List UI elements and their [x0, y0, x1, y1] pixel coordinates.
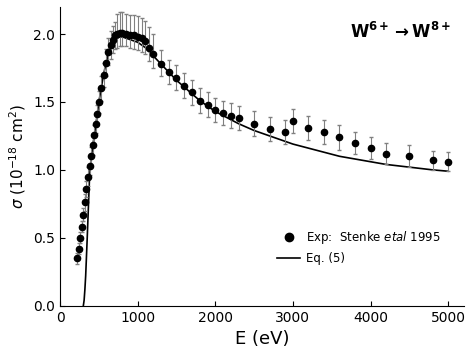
Legend: Exp:  Stenke $\it{et al}$ 1995, Eq. (5): Exp: Stenke $\it{et al}$ 1995, Eq. (5)	[272, 224, 446, 270]
X-axis label: E (eV): E (eV)	[235, 330, 289, 348]
Text: $\bf{W^{6+}{\rightarrow}W^{8+}}$: $\bf{W^{6+}{\rightarrow}W^{8+}}$	[350, 22, 452, 42]
Y-axis label: $\sigma$ (10$^{-18}$ cm$^{2}$): $\sigma$ (10$^{-18}$ cm$^{2}$)	[7, 104, 27, 209]
